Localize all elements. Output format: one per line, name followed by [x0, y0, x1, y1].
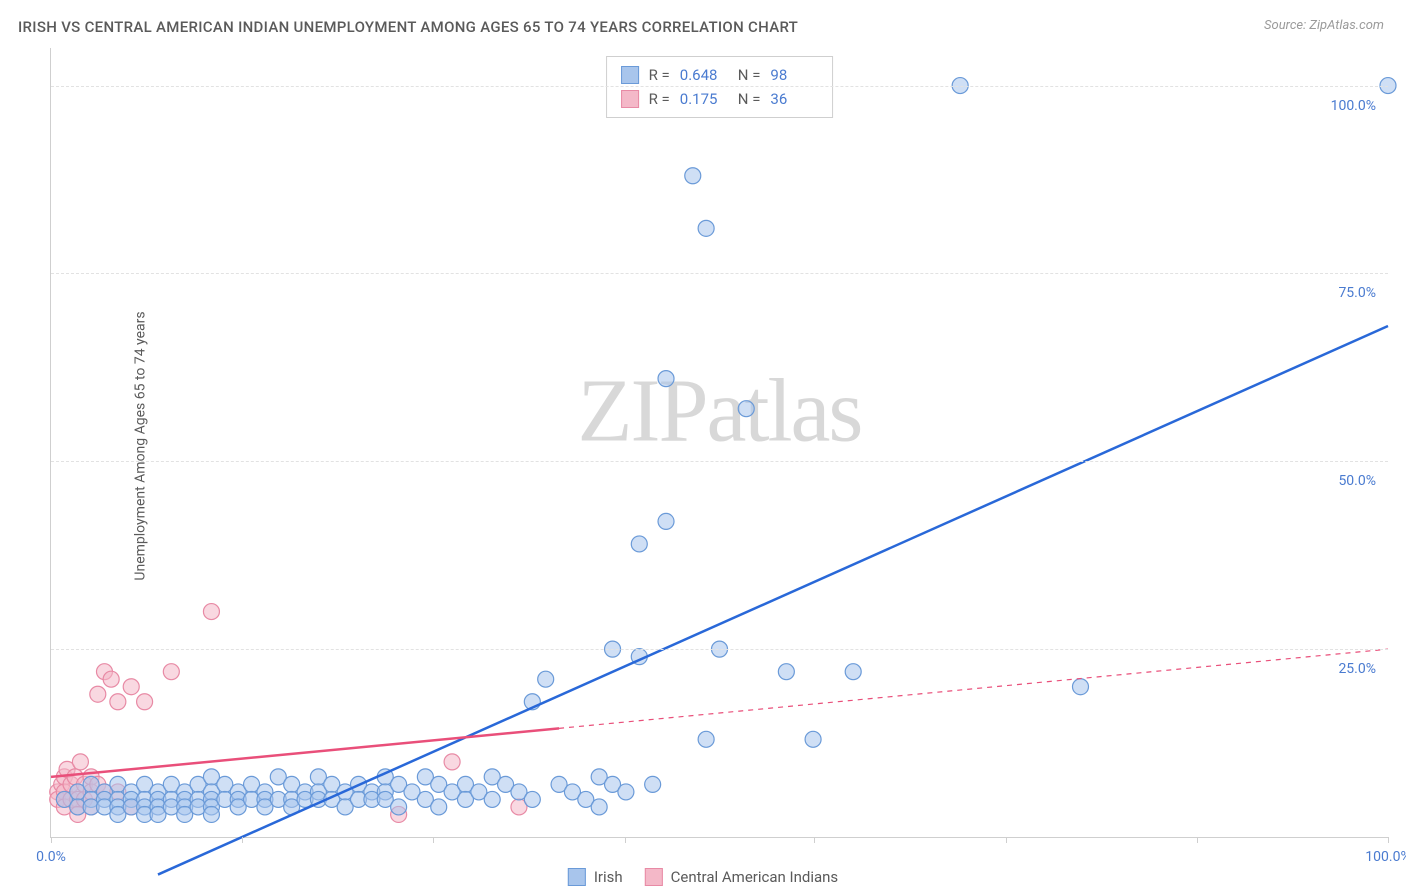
x-tick-label: 0.0%	[36, 849, 66, 865]
swatch-cai	[645, 868, 663, 886]
data-point	[90, 686, 106, 702]
plot-svg	[51, 48, 1388, 837]
data-point	[484, 791, 500, 807]
data-point	[524, 791, 540, 807]
data-point	[658, 513, 674, 529]
data-point	[591, 799, 607, 815]
data-point	[103, 671, 119, 687]
data-point	[845, 664, 861, 680]
y-tick-label: 75.0%	[1338, 285, 1376, 301]
data-point	[1072, 679, 1088, 695]
legend-item-cai: Central American Indians	[645, 868, 839, 886]
regression-line-dashed	[559, 649, 1388, 728]
y-tick-label: 25.0%	[1338, 661, 1376, 677]
data-point	[805, 731, 821, 747]
y-tick-label: 100.0%	[1331, 98, 1376, 114]
data-point	[72, 754, 88, 770]
data-point	[110, 694, 126, 710]
data-point	[685, 168, 701, 184]
data-point	[618, 784, 634, 800]
data-point	[778, 664, 794, 680]
legend-label-irish: Irish	[594, 868, 623, 886]
data-point	[631, 536, 647, 552]
data-point	[137, 694, 153, 710]
legend-item-irish: Irish	[568, 868, 623, 886]
data-point	[698, 220, 714, 236]
legend-label-cai: Central American Indians	[671, 868, 839, 886]
regression-line	[51, 728, 559, 777]
data-point	[203, 806, 219, 822]
source-attribution: Source: ZipAtlas.com	[1264, 18, 1384, 33]
data-point	[645, 776, 661, 792]
plot-area: ZIPatlas R = 0.648 N = 98 R = 0.175 N = …	[50, 48, 1388, 838]
swatch-irish	[568, 868, 586, 886]
data-point	[123, 679, 139, 695]
chart-title: IRISH VS CENTRAL AMERICAN INDIAN UNEMPLO…	[18, 18, 798, 36]
data-point	[391, 799, 407, 815]
data-point	[444, 754, 460, 770]
x-tick-label: 100.0%	[1365, 849, 1406, 865]
data-point	[738, 401, 754, 417]
bottom-legend: Irish Central American Indians	[568, 868, 838, 886]
data-point	[203, 604, 219, 620]
data-point	[658, 371, 674, 387]
data-point	[538, 671, 554, 687]
data-point	[431, 799, 447, 815]
data-point	[698, 731, 714, 747]
y-tick-label: 50.0%	[1338, 473, 1376, 489]
data-point	[163, 664, 179, 680]
regression-line	[158, 326, 1388, 875]
